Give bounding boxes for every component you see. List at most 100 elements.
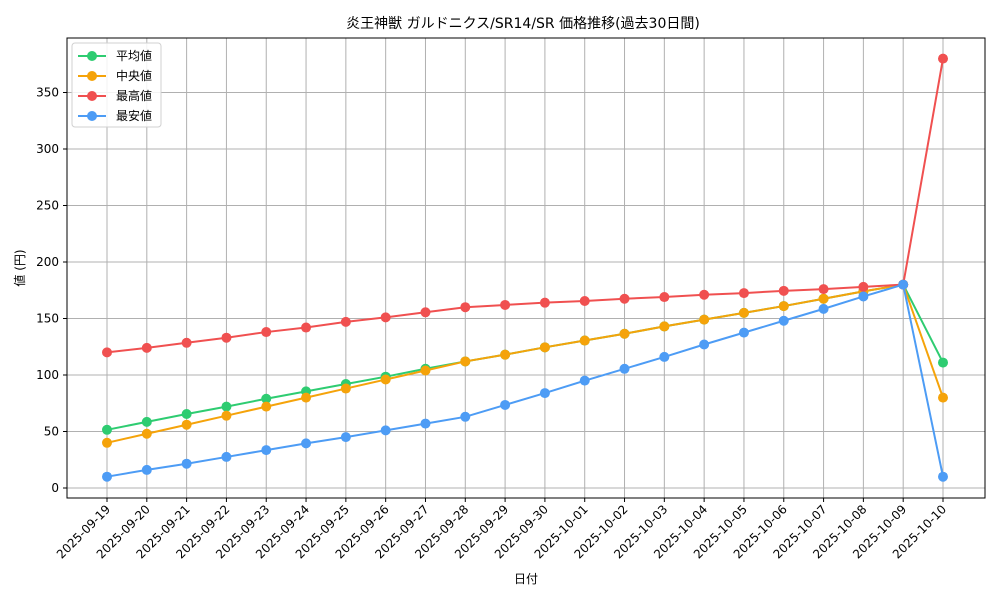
data-point	[340, 316, 351, 327]
data-point	[102, 347, 112, 358]
data-point	[261, 401, 272, 412]
data-point	[181, 419, 192, 430]
data-point	[420, 365, 431, 376]
y-tick-label: 250	[36, 199, 59, 213]
data-point	[460, 356, 471, 367]
data-point	[340, 383, 351, 394]
data-point	[738, 288, 749, 299]
data-point	[858, 281, 869, 292]
data-point	[301, 322, 312, 333]
data-point	[938, 471, 948, 482]
data-point	[221, 410, 232, 421]
y-tick-label: 100	[36, 368, 59, 382]
chart-title: 炎王神獣 ガルドニクス/SR14/SR 価格推移(過去30日間)	[346, 16, 700, 32]
data-point	[818, 303, 829, 314]
data-point	[221, 451, 232, 462]
plot-area	[66, 37, 986, 499]
data-point	[778, 315, 789, 326]
data-point	[181, 337, 192, 348]
data-point	[619, 328, 630, 339]
data-point	[858, 291, 869, 302]
data-point	[460, 302, 471, 313]
legend-marker-icon	[87, 91, 97, 101]
x-axis-label: 日付	[514, 572, 538, 586]
legend-label: 中央値	[116, 68, 152, 83]
y-tick-label: 200	[36, 255, 59, 269]
data-point	[221, 332, 232, 343]
data-point	[898, 279, 909, 290]
data-point	[539, 342, 550, 353]
data-point	[619, 293, 630, 304]
data-point	[181, 408, 192, 419]
data-point	[778, 285, 789, 296]
data-point	[420, 307, 431, 318]
data-point	[301, 392, 312, 403]
data-point	[380, 312, 391, 323]
legend-marker-icon	[87, 51, 97, 61]
data-point	[619, 363, 630, 374]
data-point	[141, 416, 152, 427]
data-point	[261, 393, 272, 404]
data-point	[938, 53, 948, 64]
data-point	[500, 299, 511, 310]
series-line	[106, 283, 944, 444]
data-point	[102, 424, 112, 435]
data-point	[699, 314, 710, 325]
y-tick-label: 0	[51, 481, 59, 495]
data-point	[818, 284, 829, 295]
data-point	[938, 392, 948, 403]
series-lines	[102, 53, 948, 482]
data-point	[738, 307, 749, 318]
data-point	[460, 411, 471, 422]
data-point	[141, 464, 152, 475]
data-point	[659, 351, 670, 362]
data-point	[261, 445, 272, 456]
grid	[67, 38, 985, 498]
data-point	[500, 349, 511, 360]
data-point	[301, 438, 312, 449]
series-line	[106, 283, 944, 431]
data-point	[738, 327, 749, 338]
data-point	[579, 335, 590, 346]
y-axis-label: 値 (円)	[12, 249, 27, 286]
legend-label: 最安値	[116, 108, 152, 123]
y-tick-label: 350	[36, 86, 59, 100]
y-tick-label: 150	[36, 312, 59, 326]
data-point	[141, 342, 152, 353]
data-point	[539, 297, 550, 308]
series-3	[102, 279, 948, 482]
data-point	[420, 418, 431, 429]
data-point	[579, 295, 590, 306]
data-point	[699, 339, 710, 350]
data-point	[539, 388, 550, 399]
data-point	[261, 327, 272, 338]
data-point	[699, 289, 710, 300]
data-point	[380, 425, 391, 436]
legend-marker-icon	[87, 111, 97, 121]
series-2	[102, 53, 948, 358]
series-line	[106, 58, 944, 354]
data-point	[221, 401, 232, 412]
data-point	[380, 374, 391, 385]
data-point	[181, 458, 192, 469]
y-tick-label: 300	[36, 142, 59, 156]
data-point	[102, 437, 112, 448]
legend-label: 平均値	[116, 48, 152, 63]
data-point	[340, 432, 351, 443]
data-point	[500, 399, 511, 410]
legend-box	[71, 42, 162, 128]
y-axis: 0 50 100 150 200 250 300 350	[36, 86, 67, 495]
data-point	[141, 428, 152, 439]
x-axis: 2025-09-192025-09-202025-09-212025-09-22…	[54, 498, 949, 561]
data-point	[818, 293, 829, 304]
data-point	[778, 301, 789, 312]
data-point	[102, 471, 112, 482]
legend-marker-icon	[87, 71, 97, 81]
data-point	[579, 375, 590, 386]
y-tick-label: 50	[44, 425, 59, 439]
data-point	[938, 357, 948, 368]
series-line	[106, 283, 944, 478]
data-point	[659, 321, 670, 332]
